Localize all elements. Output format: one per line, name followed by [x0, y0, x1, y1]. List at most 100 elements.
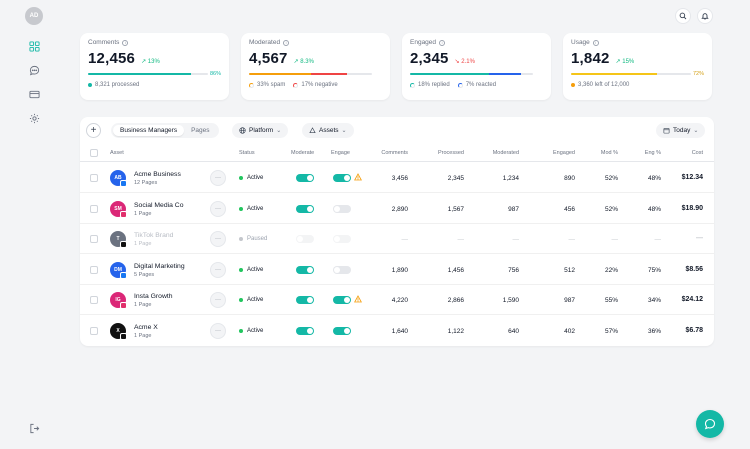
- gear-icon[interactable]: [28, 112, 40, 124]
- assets-filter[interactable]: Assets ⌄: [302, 123, 354, 138]
- cost-cell: $18.90: [681, 204, 703, 212]
- card-icon[interactable]: [28, 88, 40, 100]
- cost-cell: $24.12: [681, 296, 703, 303]
- logout-icon[interactable]: [28, 422, 40, 434]
- col-processed[interactable]: Processed: [438, 150, 464, 156]
- engaged-cell: 456: [564, 205, 575, 213]
- more-options-button[interactable]: ···: [210, 322, 226, 339]
- info-icon[interactable]: i: [283, 39, 290, 46]
- row-checkbox[interactable]: [90, 204, 98, 213]
- asset-pages: 5 Pages: [134, 271, 155, 278]
- col-comments[interactable]: Comments: [381, 150, 408, 156]
- col-cost[interactable]: Cost: [691, 150, 703, 156]
- grid-icon[interactable]: [28, 40, 40, 52]
- col-asset[interactable]: Asset: [110, 150, 124, 156]
- more-options-button[interactable]: ···: [210, 292, 226, 308]
- bell-icon: [701, 13, 709, 20]
- row-checkbox[interactable]: [90, 296, 98, 304]
- date-filter[interactable]: Today ⌄: [656, 123, 706, 138]
- engage-toggle[interactable]: [333, 296, 351, 304]
- status-dot: [239, 206, 243, 211]
- tab-pages[interactable]: Pages: [191, 127, 210, 134]
- more-options-button[interactable]: ···: [210, 200, 226, 217]
- assets-table-panel: + Business Managers Pages Platform ⌄ Ass…: [80, 117, 714, 346]
- tab-business-managers[interactable]: Business Managers: [113, 125, 185, 136]
- progress-track: [571, 73, 691, 75]
- more-options-button[interactable]: ···: [210, 231, 226, 247]
- asset-name[interactable]: Digital Marketing: [134, 262, 185, 270]
- kpi-title: Comments: [88, 39, 120, 46]
- kpi-progress: [249, 71, 382, 77]
- comments-cell: 1,640: [391, 327, 408, 335]
- x-icon: [120, 332, 127, 340]
- engage-toggle[interactable]: [333, 204, 351, 213]
- notifications-button[interactable]: [697, 8, 713, 24]
- warning-icon[interactable]: [354, 295, 362, 303]
- table-row[interactable]: T TikTok Brand 1 Page ··· Paused — — — —…: [80, 224, 714, 254]
- asset-name[interactable]: Acme X: [134, 323, 158, 331]
- facebook-icon: [120, 180, 127, 187]
- row-checkbox[interactable]: [90, 235, 98, 243]
- processed-cell: 1,567: [447, 205, 464, 213]
- asset-name[interactable]: Social Media Co: [134, 201, 184, 209]
- chat-fab-button[interactable]: [696, 410, 724, 438]
- row-checkbox[interactable]: [90, 265, 98, 274]
- chat-icon[interactable]: [28, 64, 40, 76]
- engage-toggle[interactable]: [333, 174, 351, 182]
- table-row[interactable]: X Acme X 1 Page ··· Active 1,640 1,122 6…: [80, 316, 714, 346]
- col-moderated[interactable]: Moderated: [492, 150, 519, 156]
- col-engage[interactable]: Engage: [331, 150, 350, 156]
- table-row[interactable]: IG Insta Growth 1 Page ··· Active 4,220 …: [80, 285, 714, 315]
- asset-name[interactable]: Insta Growth: [134, 293, 173, 300]
- more-options-button[interactable]: ···: [210, 170, 226, 186]
- table-row[interactable]: DM Digital Marketing 5 Pages ··· Active …: [80, 255, 714, 285]
- col-moderate[interactable]: Moderate: [291, 150, 315, 156]
- comments-cell: 3,456: [391, 175, 408, 182]
- kpi-card-comments: Comments i 12,456 ↗ 13% 86% 8,321 process…: [80, 33, 229, 100]
- add-button[interactable]: +: [86, 123, 101, 138]
- row-checkbox[interactable]: [90, 326, 98, 335]
- moderate-toggle[interactable]: [296, 235, 314, 243]
- mod-pct-cell: 52%: [604, 175, 618, 182]
- moderate-toggle[interactable]: [296, 174, 314, 182]
- moderate-toggle[interactable]: [296, 296, 314, 304]
- engage-toggle[interactable]: [333, 265, 351, 274]
- avatar[interactable]: AD: [25, 7, 43, 25]
- platform-filter[interactable]: Platform ⌄: [232, 123, 289, 138]
- calendar-icon: [663, 128, 670, 134]
- moderate-toggle[interactable]: [296, 265, 314, 274]
- info-icon[interactable]: i: [439, 39, 446, 46]
- info-icon[interactable]: i: [592, 39, 599, 46]
- table-row[interactable]: SM Social Media Co 1 Page ··· Active 2,8…: [80, 194, 714, 224]
- asset-name[interactable]: TikTok Brand: [134, 232, 174, 239]
- col-status[interactable]: Status: [239, 150, 255, 156]
- trend-up-icon: ↗: [293, 59, 299, 65]
- status-badge: Active: [239, 206, 263, 212]
- col-engaged[interactable]: Engaged: [552, 150, 575, 156]
- kpi-card-usage: Usage i 1,842 ↗ 15% 72% 3,360 left of 12,…: [563, 33, 712, 100]
- comments-cell: 2,890: [391, 205, 408, 213]
- eng-pct-cell: 48%: [647, 175, 661, 182]
- status-badge: Active: [239, 297, 263, 303]
- search-icon: [679, 12, 687, 20]
- left-rail: AD: [0, 0, 68, 449]
- asset-name[interactable]: Acme Business: [134, 171, 181, 178]
- engage-toggle[interactable]: [333, 326, 351, 335]
- engage-toggle[interactable]: [333, 235, 351, 243]
- select-all-checkbox[interactable]: [90, 149, 98, 157]
- warning-icon[interactable]: [354, 173, 362, 181]
- row-checkbox[interactable]: [90, 174, 98, 182]
- cost-cell: —: [696, 235, 703, 242]
- table-row[interactable]: AB Acme Business 12 Pages ··· Active 3,4…: [80, 163, 714, 193]
- tiktok-icon: [120, 241, 127, 248]
- col-eng-pct[interactable]: Eng %: [644, 150, 661, 156]
- col-mod-pct[interactable]: Mod %: [600, 150, 618, 156]
- moderate-toggle[interactable]: [296, 326, 314, 335]
- search-button[interactable]: [675, 8, 691, 24]
- more-options-button[interactable]: ···: [210, 261, 226, 278]
- processed-cell: 2,345: [447, 175, 464, 182]
- engaged-cell: 890: [564, 175, 575, 182]
- moderate-toggle[interactable]: [296, 204, 314, 213]
- info-icon[interactable]: i: [122, 39, 129, 46]
- engaged-cell: 402: [564, 327, 575, 335]
